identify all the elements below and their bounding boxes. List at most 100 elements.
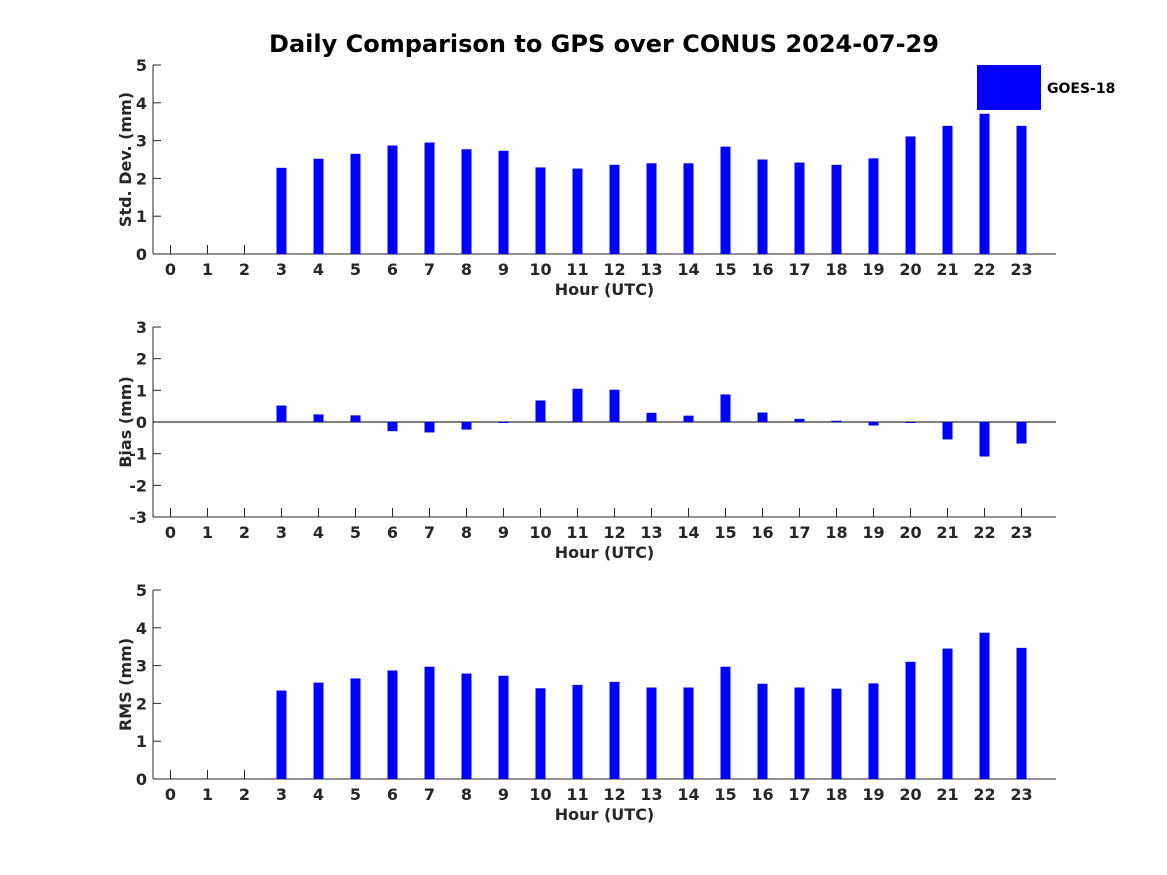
bar [424, 422, 435, 433]
bar [387, 670, 398, 779]
bar [276, 690, 287, 779]
legend: GOES-18 [977, 65, 1115, 110]
y-tick-label: -3 [129, 508, 147, 527]
y-tick-label: 3 [136, 132, 147, 151]
x-tick-label: 12 [603, 260, 625, 279]
y-tick-label: 0 [136, 245, 147, 264]
y-tick-label: 2 [136, 350, 147, 369]
bar [387, 145, 398, 254]
x-tick-label: 22 [973, 523, 995, 542]
bar [1016, 125, 1027, 254]
x-axis-label: Hour (UTC) [555, 805, 655, 824]
bar [942, 125, 953, 254]
bar [794, 162, 805, 254]
bar [831, 164, 842, 254]
y-tick-label: -2 [129, 476, 147, 495]
x-tick-label: 15 [714, 523, 736, 542]
y-tick-label: 3 [136, 657, 147, 676]
x-tick-label: 21 [936, 523, 958, 542]
x-tick-label: 19 [862, 260, 884, 279]
x-tick-label: 20 [899, 785, 921, 804]
y-tick-label: 5 [136, 581, 147, 600]
y-axis-label: RMS (mm) [116, 638, 135, 731]
x-tick-label: 8 [461, 785, 472, 804]
x-tick-label: 15 [714, 260, 736, 279]
bar [276, 405, 287, 422]
x-tick-label: 13 [640, 260, 662, 279]
x-tick-label: 15 [714, 785, 736, 804]
y-tick-label: 1 [136, 381, 147, 400]
bar [609, 389, 620, 422]
bar [498, 150, 509, 254]
bar [979, 632, 990, 779]
x-tick-label: 23 [1010, 785, 1032, 804]
bar [350, 678, 361, 779]
x-tick-label: 14 [677, 785, 699, 804]
x-tick-label: 5 [350, 523, 361, 542]
y-tick-label: 2 [136, 169, 147, 188]
x-tick-label: 1 [202, 523, 213, 542]
bar [905, 661, 916, 779]
y-axis-label: Std. Dev. (mm) [116, 92, 135, 227]
bar [720, 394, 731, 422]
bar [646, 687, 657, 779]
bar [276, 167, 287, 254]
x-tick-label: 17 [788, 523, 810, 542]
x-tick-label: 3 [276, 523, 287, 542]
bar [868, 158, 879, 254]
x-tick-label: 7 [424, 785, 435, 804]
bar [942, 648, 953, 779]
x-tick-label: 18 [825, 785, 847, 804]
x-tick-label: 9 [498, 523, 509, 542]
bar [905, 136, 916, 254]
bar [350, 415, 361, 422]
bar [498, 422, 509, 423]
x-tick-label: 0 [165, 523, 176, 542]
x-tick-label: 20 [899, 523, 921, 542]
x-tick-label: 17 [788, 785, 810, 804]
bar [387, 422, 398, 432]
bar [313, 414, 324, 422]
x-tick-label: 18 [825, 260, 847, 279]
x-tick-label: 0 [165, 260, 176, 279]
x-tick-label: 9 [498, 785, 509, 804]
x-tick-label: 23 [1010, 260, 1032, 279]
y-tick-label: 1 [136, 207, 147, 226]
x-tick-label: 20 [899, 260, 921, 279]
bar [313, 682, 324, 779]
x-tick-label: 19 [862, 785, 884, 804]
x-axis-label: Hour (UTC) [555, 543, 655, 562]
bar [572, 388, 583, 422]
x-tick-label: 8 [461, 260, 472, 279]
x-tick-label: 4 [313, 785, 324, 804]
x-tick-label: 22 [973, 260, 995, 279]
bar [794, 687, 805, 779]
chart-title: Daily Comparison to GPS over CONUS 2024-… [269, 30, 939, 58]
legend-swatch [977, 65, 1041, 110]
bar [498, 675, 509, 779]
x-tick-label: 10 [529, 260, 551, 279]
x-tick-label: 18 [825, 523, 847, 542]
bar [572, 168, 583, 254]
y-axis-label: Bias (mm) [116, 376, 135, 468]
x-tick-label: 14 [677, 260, 699, 279]
bar [646, 163, 657, 254]
x-tick-label: 4 [313, 523, 324, 542]
bar [905, 422, 916, 423]
x-tick-label: 2 [239, 785, 250, 804]
x-tick-label: 9 [498, 260, 509, 279]
x-tick-label: 13 [640, 523, 662, 542]
bar [757, 412, 768, 422]
x-tick-label: 6 [387, 785, 398, 804]
x-tick-label: 16 [751, 785, 773, 804]
bar [979, 113, 990, 255]
x-tick-label: 16 [751, 260, 773, 279]
x-tick-label: 1 [202, 785, 213, 804]
bar [609, 681, 620, 779]
x-tick-label: 13 [640, 785, 662, 804]
x-tick-label: 11 [566, 785, 588, 804]
bar [1016, 422, 1027, 444]
x-tick-label: 4 [313, 260, 324, 279]
